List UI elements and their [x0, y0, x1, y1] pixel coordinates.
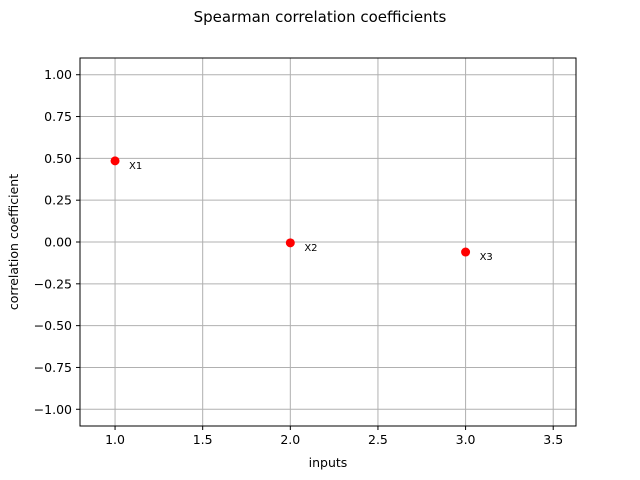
x-axis-title: inputs: [309, 455, 348, 470]
y-tick-label: 0.00: [44, 235, 72, 250]
point-layer: X1 X2 X3: [110, 156, 493, 263]
y-tick-label: −0.50: [34, 318, 72, 333]
y-tick-label: −0.25: [34, 276, 72, 291]
grid-layer: [80, 58, 576, 426]
x-tick-label: 1.5: [193, 432, 213, 447]
y-tick-label: 0.75: [44, 109, 72, 124]
data-point-label: X2: [304, 243, 317, 254]
data-point: [110, 156, 120, 166]
y-tick-label: −0.75: [34, 360, 72, 375]
data-point: [285, 238, 295, 248]
x-tick-label: 2.5: [368, 432, 388, 447]
data-point-label: X3: [480, 252, 493, 263]
y-tick-label: −1.00: [34, 402, 72, 417]
y-tick-label: 0.25: [44, 193, 72, 208]
y-tick-label: 1.00: [44, 67, 72, 82]
x-tick-label: 3.0: [456, 432, 476, 447]
data-point-label: X1: [129, 161, 142, 172]
y-axis-title: correlation coefficient: [6, 174, 21, 310]
y-tick-label: 0.50: [44, 151, 72, 166]
x-tick-label: 1.0: [105, 432, 125, 447]
x-tick-label: 2.0: [280, 432, 300, 447]
data-point: [461, 247, 471, 257]
chart-title: Spearman correlation coefficients: [194, 8, 447, 26]
x-tick-label: 3.5: [543, 432, 563, 447]
tick-layer: 1.0 1.5 2.0 2.5 3.0 3.5 1.00 0.75 0.50 0.25 0.00 −0…: [34, 67, 563, 447]
